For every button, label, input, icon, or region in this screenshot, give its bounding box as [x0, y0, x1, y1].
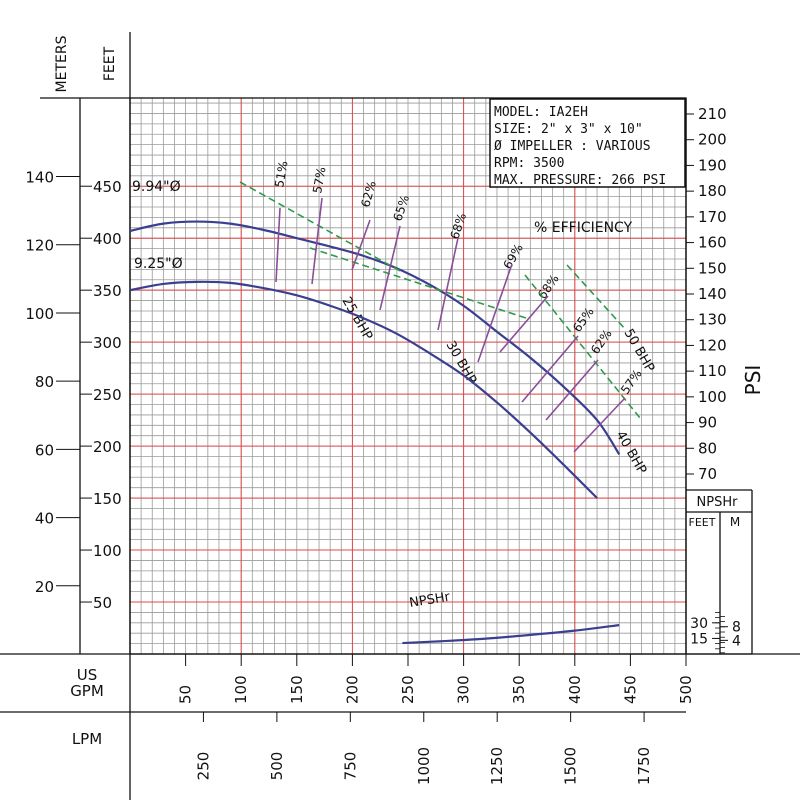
gpm-axis-label-gpm: GPM	[70, 682, 104, 700]
npshr-m-tick-label: 8	[732, 620, 741, 636]
lpm-tick-label: 1500	[562, 747, 580, 785]
impeller-label-925: 9.25"Ø	[134, 256, 183, 272]
psi-tick-label: 150	[698, 259, 727, 277]
info-rpm: RPM: 3500	[494, 156, 564, 171]
feet-tick-label: 100	[93, 542, 122, 560]
efficiency-line	[573, 397, 626, 453]
psi-tick-label: 190	[698, 156, 727, 174]
efficiency-line	[477, 263, 513, 363]
bhp-line	[239, 181, 403, 273]
info-max-pressure: MAX. PRESSURE: 266 PSI	[494, 173, 666, 188]
psi-tick-label: 120	[698, 336, 727, 354]
feet-tick-label: 400	[93, 230, 122, 248]
feet-tick-label: 300	[93, 334, 122, 352]
meter-tick-label: 120	[25, 237, 54, 255]
efficiency-title: % EFFICIENCY	[534, 220, 633, 236]
npshr-feet-tick-label: 30	[690, 616, 708, 632]
meter-tick-label: 60	[35, 441, 54, 459]
gpm-tick-label: 50	[177, 685, 195, 704]
bhp-line	[566, 264, 627, 331]
feet-tick-label: 200	[93, 438, 122, 456]
feet-tick-label: 450	[93, 178, 122, 196]
psi-tick-label: 160	[698, 234, 727, 252]
psi-tick-label: 100	[698, 388, 727, 406]
gpm-axis-label-us: US	[77, 666, 98, 684]
efficiency-label: 57%	[310, 166, 328, 195]
efficiency-label: 51%	[272, 160, 290, 189]
psi-tick-label: 110	[698, 362, 727, 380]
gpm-tick-label: 200	[343, 675, 361, 704]
efficiency-line	[311, 197, 323, 285]
info-box	[489, 98, 686, 188]
gpm-tick-label: 100	[232, 675, 250, 704]
lpm-tick-label: 1000	[415, 747, 433, 785]
efficiency-line	[521, 335, 579, 403]
info-impeller: Ø IMPELLER : VARIOUS	[494, 139, 651, 154]
npshr-m-tick-label: 4	[732, 633, 741, 649]
gpm-tick-label: 350	[510, 675, 528, 704]
efficiency-line	[379, 225, 401, 311]
feet-tick-label: 250	[93, 386, 122, 404]
npshr-feet-label: FEET	[689, 516, 716, 529]
meters-axis-label: METERS	[54, 35, 70, 92]
feet-axis-label: FEET	[102, 46, 118, 81]
gpm-tick-label: 400	[566, 675, 584, 704]
impeller-curve	[130, 280, 598, 499]
efficiency-line	[437, 237, 459, 331]
lpm-tick-label: 1250	[488, 747, 506, 785]
meter-tick-label: 40	[35, 510, 54, 528]
gpm-tick-label: 500	[677, 675, 695, 704]
meter-tick-label: 140	[25, 169, 54, 187]
meter-tick-label: 20	[35, 578, 54, 596]
lpm-tick-label: 500	[268, 752, 286, 781]
gpm-tick-label: 150	[288, 675, 306, 704]
lpm-tick-label: 1750	[635, 747, 653, 785]
psi-tick-label: 130	[698, 311, 727, 329]
npshr-curve	[402, 624, 620, 645]
feet-tick-label: 50	[93, 594, 112, 612]
meter-tick-label: 80	[35, 373, 54, 391]
npshr-m-label: M	[730, 515, 740, 529]
lpm-axis-label: LPM	[72, 730, 102, 748]
gpm-tick-label: 450	[621, 675, 639, 704]
lpm-tick-label: 750	[341, 752, 359, 781]
gpm-tick-label: 300	[455, 675, 473, 704]
npshr-box-label: NPSHr	[697, 495, 739, 510]
npshr-curve-label: NPSHr	[408, 590, 451, 611]
gpm-tick-label: 250	[399, 675, 417, 704]
bhp-line	[309, 247, 527, 319]
meter-tick-label: 100	[25, 305, 54, 323]
psi-tick-label: 140	[698, 285, 727, 303]
efficiency-label: 62%	[358, 179, 378, 208]
efficiency-line	[545, 359, 599, 421]
psi-tick-label: 80	[698, 439, 717, 457]
psi-tick-label: 90	[698, 414, 717, 432]
bhp-line	[524, 274, 641, 419]
psi-tick-label: 210	[698, 105, 727, 123]
psi-tick-label: 170	[698, 208, 727, 226]
psi-tick-label: 70	[698, 465, 717, 483]
efficiency-line	[275, 207, 281, 283]
feet-tick-label: 350	[93, 282, 122, 300]
impeller-label-994: 9.94"Ø	[132, 179, 181, 195]
efficiency-line	[351, 219, 371, 271]
psi-axis-label: PSI	[741, 365, 765, 396]
curves-group	[130, 181, 641, 645]
plot-grid	[129, 98, 687, 655]
npshr-feet-tick-label: 15	[690, 631, 708, 647]
feet-tick-label: 150	[93, 490, 122, 508]
info-size: SIZE: 2" x 3" x 10"	[494, 122, 643, 137]
psi-tick-label: 200	[698, 131, 727, 149]
psi-tick-label: 180	[698, 182, 727, 200]
info-model: MODEL: IA2EH	[494, 105, 588, 120]
lpm-tick-label: 250	[194, 752, 212, 781]
efficiency-line	[499, 295, 549, 353]
